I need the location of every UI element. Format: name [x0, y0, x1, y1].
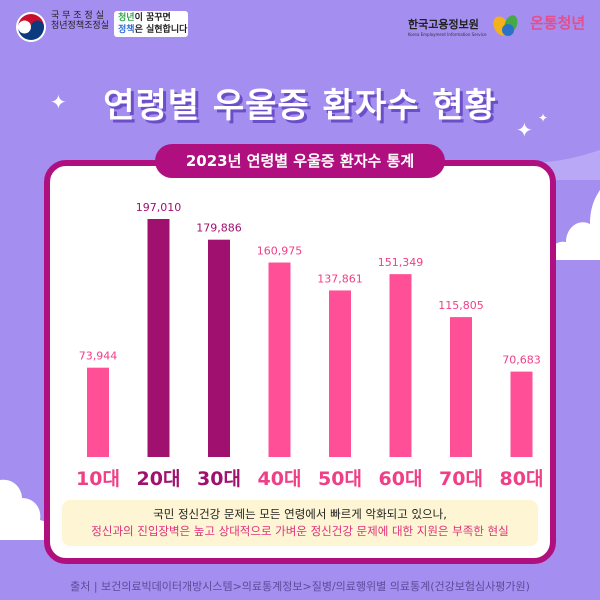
- value-label: 137,861: [317, 272, 363, 285]
- sparkle-left-icon: ✦: [50, 90, 67, 114]
- slogan-badge: 청년이 꿈꾸면 정책은 실현합니다: [114, 11, 188, 37]
- value-label: 197,010: [136, 201, 182, 214]
- government-office-name: 국 무 조 정 실 청년정책조정실: [51, 11, 115, 32]
- slogan-word-youth: 청년: [118, 13, 135, 23]
- government-emblem-icon: [16, 12, 46, 42]
- cloud-right-icon: [548, 190, 600, 260]
- bar-70대: [450, 317, 472, 457]
- bar-40대: [268, 262, 291, 457]
- value-label: 151,349: [378, 256, 424, 269]
- bar-chart: 73,944 10대 197,010 20대 179,886 30대 160,975 40대 1…: [76, 201, 544, 490]
- gov-name-line1: 국 무 조 정 실: [51, 11, 104, 21]
- bar-80대: [510, 371, 533, 457]
- cloud-left-icon: [0, 479, 52, 540]
- category-label: 30대: [197, 468, 241, 490]
- value-label: 70,683: [502, 354, 541, 367]
- category-label: 20대: [137, 468, 181, 490]
- gov-name-line2: 청년정책조정실: [51, 21, 109, 32]
- value-label: 115,805: [438, 299, 484, 312]
- bar-60대: [389, 274, 412, 457]
- value-label: 73,944: [79, 350, 118, 363]
- source-citation: 출처 | 보건의료빅데이터개방시스템>의료통계정보>질병/의료행위별 의료통계(…: [70, 580, 530, 593]
- header: 국 무 조 정 실 청년정책조정실 청년이 꿈꾸면 정책은 실현합니다 한국고용…: [0, 0, 600, 50]
- sparkle-right-icon: ✦: [516, 118, 533, 142]
- category-label: 40대: [258, 468, 302, 490]
- category-label: 50대: [318, 468, 362, 490]
- value-label: 179,886: [196, 222, 242, 235]
- bar-20대: [147, 219, 170, 457]
- summary-note: 국민 정신건강 문제는 모든 연령에서 빠르게 악화되고 있으나, 정신과의 진…: [62, 500, 538, 546]
- category-label: 70대: [439, 468, 483, 490]
- ontong-logo: 온통청년: [530, 14, 586, 32]
- note-line2: 정신과의 진입장벽은 높고 상대적으로 가벼운 정신건강 문제에 대한 지원은 …: [91, 524, 509, 538]
- category-label: 80대: [500, 468, 544, 490]
- chart-subtitle-pill: 2023년 연령별 우울증 환자수 통계: [155, 144, 445, 178]
- slogan-line2-rest: 은 실현합니다: [134, 25, 188, 35]
- bar-50대: [329, 290, 351, 457]
- category-label: 60대: [379, 468, 423, 490]
- note-line1: 국민 정신건강 문제는 모든 연령에서 빠르게 악화되고 있으나,: [153, 507, 447, 521]
- keis-name: 한국고용정보원: [408, 18, 479, 31]
- value-label: 160,975: [257, 245, 303, 258]
- page-title: 연령별 우울증 환자수 현황: [103, 86, 497, 126]
- slogan-word-policy: 정책: [118, 25, 135, 35]
- keis-english-name: Korea Employment Information Service: [408, 32, 487, 37]
- keis-leaf-icon: [493, 15, 518, 36]
- sparkle-small-icon: ✦: [538, 111, 549, 125]
- category-label: 10대: [76, 468, 120, 490]
- slogan-line1-rest: 이 꿈꾸면: [134, 13, 171, 23]
- bar-30대: [208, 239, 230, 457]
- bar-10대: [87, 367, 109, 457]
- keis-logo: 한국고용정보원 Korea Employment Information Ser…: [408, 16, 494, 37]
